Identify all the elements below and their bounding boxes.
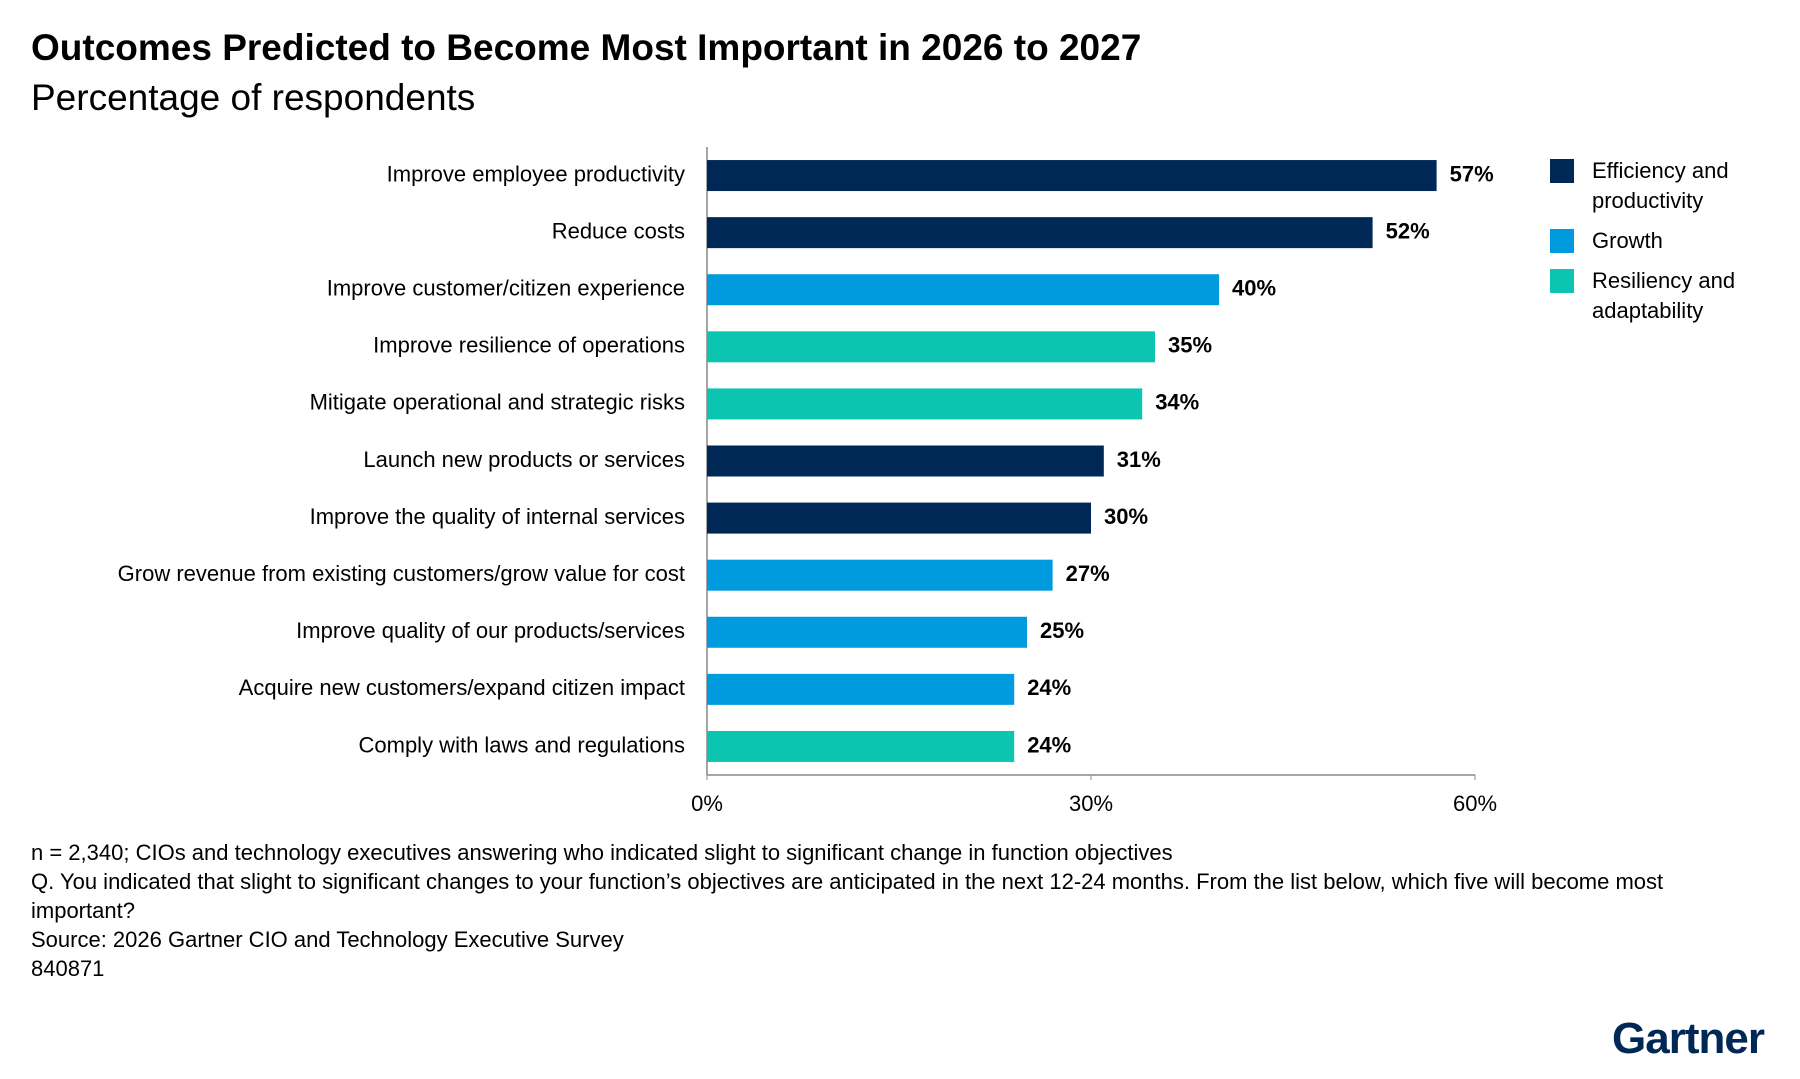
y-tick-label: Improve employee productivity — [387, 161, 685, 186]
x-tick-label: 0% — [691, 791, 723, 816]
bar — [707, 559, 1053, 591]
value-label: 40% — [1232, 276, 1276, 301]
y-tick-label: Improve customer/citizen experience — [327, 276, 685, 301]
legend-label: Efficiency and productivity — [1592, 158, 1729, 213]
y-tick-label: Launch new products or services — [363, 447, 685, 472]
y-tick-label: Grow revenue from existing customers/gro… — [118, 561, 685, 586]
y-tick-label: Improve quality of our products/services — [296, 618, 685, 643]
note: Source: 2026 Gartner CIO and Technology … — [31, 927, 624, 952]
value-label: 31% — [1117, 447, 1161, 472]
notes: n = 2,340; CIOs and technology executive… — [31, 838, 1751, 983]
value-label: 52% — [1386, 218, 1430, 243]
bar — [707, 217, 1373, 249]
value-label: 34% — [1155, 390, 1199, 415]
value-label: 27% — [1066, 561, 1110, 586]
value-label: 24% — [1027, 732, 1071, 757]
bar — [707, 502, 1091, 534]
y-tick-label: Improve the quality of internal services — [310, 504, 685, 529]
legend-item: Growth — [1550, 226, 1782, 256]
legend-swatch — [1550, 269, 1574, 293]
chart-title: Outcomes Predicted to Become Most Import… — [31, 27, 1141, 68]
y-tick-label: Improve resilience of operations — [373, 333, 685, 358]
value-label: 30% — [1104, 504, 1148, 529]
legend-swatch — [1550, 229, 1574, 253]
bar — [707, 616, 1027, 648]
y-tick-label: Reduce costs — [552, 218, 685, 243]
bar — [707, 730, 1015, 762]
value-label: 57% — [1450, 161, 1494, 186]
chart-subtitle: Percentage of respondents — [31, 77, 475, 118]
y-tick-label: Mitigate operational and strategic risks — [310, 390, 685, 415]
note: n = 2,340; CIOs and technology executive… — [31, 840, 1173, 865]
x-tick-label: 60% — [1453, 791, 1497, 816]
y-tick-label: Comply with laws and regulations — [359, 732, 686, 757]
value-label: 35% — [1168, 333, 1212, 358]
bar — [707, 673, 1015, 705]
bar — [707, 160, 1437, 192]
y-tick-label: Acquire new customers/expand citizen imp… — [239, 675, 685, 700]
note: 840871 — [31, 956, 105, 981]
logo: Gartner — [1612, 1014, 1765, 1063]
legend-item: Resiliency and adaptability — [1550, 266, 1782, 326]
note: Q. You indicated that slight to signific… — [31, 869, 1664, 923]
legend-label: Growth — [1592, 228, 1663, 253]
bar — [707, 388, 1143, 420]
bar — [707, 274, 1219, 306]
bar — [707, 445, 1104, 477]
legend-swatch — [1550, 159, 1574, 183]
bar — [707, 331, 1155, 363]
x-tick-label: 30% — [1069, 791, 1113, 816]
legend-label: Resiliency and adaptability — [1592, 268, 1736, 323]
value-label: 25% — [1040, 618, 1084, 643]
value-label: 24% — [1027, 675, 1071, 700]
legend: Efficiency and productivity Growth Resilie… — [1550, 156, 1782, 336]
legend-item: Efficiency and productivity — [1550, 156, 1782, 216]
